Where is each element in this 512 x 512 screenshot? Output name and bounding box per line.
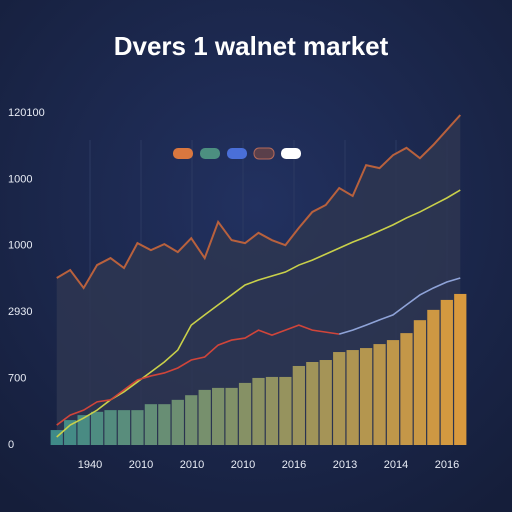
x-axis-label: 1940	[78, 459, 102, 471]
y-axis-label: 120100	[8, 107, 45, 119]
x-axis-label: 2013	[333, 459, 357, 471]
y-axis-label: 2930	[8, 306, 32, 318]
legend-swatch	[173, 148, 193, 159]
bar	[440, 299, 453, 445]
area-line	[56, 114, 462, 290]
y-axis-label: 1000	[8, 240, 32, 252]
x-axis-label: 2016	[282, 459, 306, 471]
bar	[64, 420, 77, 445]
x-axis-label: 2010	[129, 459, 153, 471]
bar	[131, 410, 144, 445]
x-axis-label: 2010	[180, 459, 204, 471]
y-axis-label: 0	[8, 439, 14, 451]
bar	[212, 387, 225, 445]
bar	[319, 360, 332, 445]
bar	[427, 309, 440, 445]
bar	[104, 410, 117, 445]
bar	[77, 415, 90, 445]
bar	[225, 387, 238, 445]
bar	[279, 376, 292, 445]
legend-swatch	[253, 147, 275, 160]
bar	[252, 377, 265, 445]
bar	[386, 340, 400, 445]
bar	[198, 389, 211, 445]
chart-title: Dvers 1 walnet market	[114, 31, 389, 61]
bar	[454, 293, 467, 445]
bar	[373, 344, 386, 445]
bar	[144, 404, 158, 445]
bar	[400, 333, 413, 445]
bar	[171, 399, 184, 445]
bar	[292, 365, 305, 445]
bar	[158, 404, 171, 445]
y-axis-label: 1000	[8, 173, 32, 185]
line	[338, 277, 461, 335]
legend-swatch	[281, 148, 301, 159]
bar	[90, 411, 104, 445]
x-axis-label: 2010	[231, 459, 255, 471]
legend-swatch	[200, 148, 220, 159]
x-axis-label: 2014	[384, 459, 408, 471]
line	[56, 189, 461, 438]
bar	[346, 350, 359, 445]
bar	[185, 395, 198, 445]
y-axis-label: 700	[8, 373, 26, 385]
bar	[238, 382, 252, 445]
bar	[333, 352, 346, 445]
bar	[117, 410, 131, 445]
bar	[265, 376, 279, 445]
x-axis-label: 2016	[435, 459, 459, 471]
line	[56, 324, 340, 426]
legend-swatch	[227, 148, 247, 159]
bar	[413, 320, 427, 445]
bar	[306, 362, 319, 445]
bar	[359, 348, 373, 445]
